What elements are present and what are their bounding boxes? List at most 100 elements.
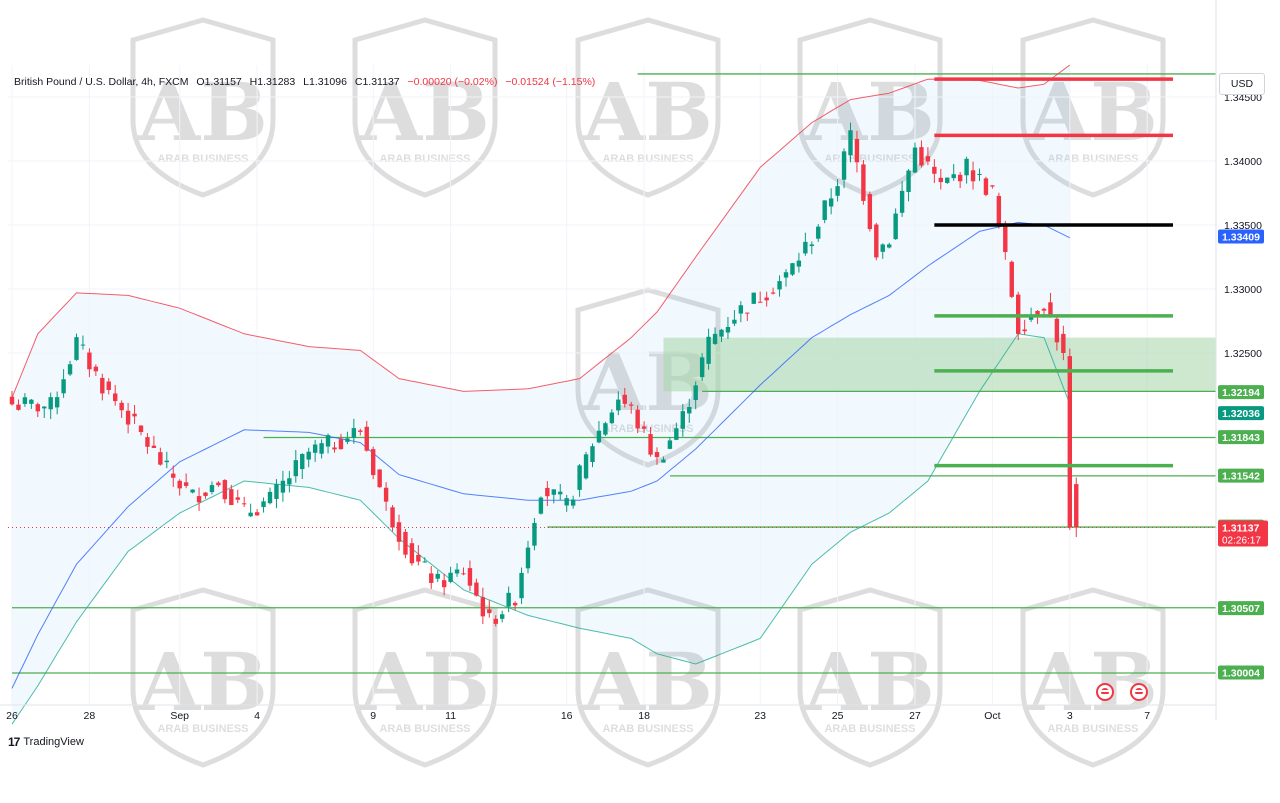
candle-body [564, 498, 569, 506]
candle-body [570, 499, 576, 506]
watermark-initials: AB [1027, 635, 1158, 729]
candle-body [306, 451, 311, 460]
candle-body [577, 465, 582, 490]
watermark-text: ARAB BUSINESS [379, 153, 470, 165]
candle-body [467, 568, 473, 586]
candle-body [899, 190, 905, 213]
candle-body [203, 492, 208, 496]
candle-body [667, 440, 673, 449]
currency-selector[interactable]: USD [1219, 73, 1265, 95]
price-axis[interactable]: 1.34500 1.34000 1.33500 1.33000 1.32500 1.334… [1215, 0, 1268, 720]
candle-body [983, 178, 989, 195]
us-flag-event-icon[interactable] [1096, 683, 1114, 701]
candle-body [390, 507, 395, 528]
candle-body [461, 573, 466, 575]
time-tick-label: 11 [445, 710, 456, 722]
candle-body [242, 503, 247, 505]
candle-body [828, 198, 834, 207]
watermark-initials: AB [359, 635, 490, 729]
price-label-badge[interactable] [1218, 229, 1264, 244]
tradingview-logo[interactable]: 17 TradingView [8, 735, 84, 749]
candle-body [1028, 316, 1034, 320]
candle-body [945, 177, 950, 183]
candle-body [803, 241, 808, 254]
symbol-title[interactable]: British Pound / U.S. Dollar, 4h, FXCM [14, 76, 189, 88]
candle-body [596, 430, 602, 443]
watermark-initials: AB [137, 635, 268, 729]
candle-body [854, 138, 860, 163]
time-tick-label: 26 [6, 710, 18, 722]
candle-body [371, 449, 376, 476]
time-axis[interactable]: 26 28 Sep 4 9 11 16 18 23 25 27 Oct 3 7 [0, 704, 1216, 722]
candle-body [54, 397, 60, 408]
candle-body [1041, 308, 1047, 311]
price-label-badge[interactable] [1218, 665, 1264, 680]
candle-body [274, 484, 279, 499]
watermark-text: ARAB BUSINESS [602, 153, 693, 165]
candle-body [164, 460, 169, 463]
watermark-initials: AB [137, 65, 268, 159]
candle-body [964, 158, 969, 176]
time-tick-label: 28 [84, 710, 96, 722]
candle-body [809, 244, 814, 247]
horizontal-levels[interactable] [8, 73, 1216, 674]
candle-body [138, 425, 144, 433]
candle-body [867, 194, 873, 229]
candle-body [932, 166, 937, 174]
candle-body [887, 244, 892, 248]
tradingview-label: TradingView [23, 736, 84, 748]
candle-body [441, 580, 447, 588]
candle-body [512, 602, 518, 606]
candle-body [183, 482, 189, 486]
candle-body [293, 460, 298, 477]
candle-body [493, 618, 498, 624]
candle-body [383, 487, 389, 502]
price-label-badge[interactable] [1218, 430, 1264, 445]
watermark-shield-icon [1020, 587, 1166, 768]
level-segments[interactable] [934, 77, 1173, 468]
candle-body [61, 379, 66, 394]
candle-body [525, 547, 531, 569]
candle-body [345, 438, 350, 442]
candle-body [480, 597, 486, 617]
candle-body [641, 426, 647, 429]
us-flag-event-icon[interactable] [1130, 683, 1148, 701]
support-zone[interactable] [663, 337, 1216, 392]
price-label-badge[interactable] [1218, 601, 1264, 616]
candle-body [396, 522, 402, 542]
last-price-badge[interactable] [1218, 520, 1268, 547]
support-zone-rect[interactable] [663, 337, 1216, 392]
candle-body [287, 478, 292, 485]
candle-body [1067, 356, 1072, 528]
watermark-initials: AB [804, 635, 935, 729]
candle-body [880, 244, 885, 252]
watermark-initials: AB [582, 635, 713, 729]
candle-body [312, 444, 318, 453]
watermark-text: ARAB BUSINESS [602, 723, 693, 735]
candle-body [474, 582, 479, 596]
candle-body [500, 614, 505, 619]
price-label-badge[interactable] [1218, 406, 1264, 421]
candle-body [119, 402, 124, 411]
price-label-badge[interactable] [1218, 468, 1264, 483]
candle-body [454, 569, 460, 574]
time-tick-label: Sep [170, 710, 189, 722]
candle-body [893, 213, 898, 240]
candle-body [93, 366, 99, 372]
watermark-initials: AB [582, 65, 713, 159]
candle-body [925, 156, 931, 162]
price-label-badge[interactable] [1218, 385, 1264, 400]
candle-body [977, 174, 982, 176]
candle-body [957, 174, 963, 182]
candle-body [22, 397, 28, 404]
candle-body [835, 186, 840, 196]
watermark-text: ARAB BUSINESS [157, 723, 248, 735]
watermark-text: ARAB BUSINESS [379, 723, 470, 735]
candle-body [938, 177, 943, 183]
band-fill-area [12, 65, 1070, 725]
candle-body [790, 263, 795, 275]
